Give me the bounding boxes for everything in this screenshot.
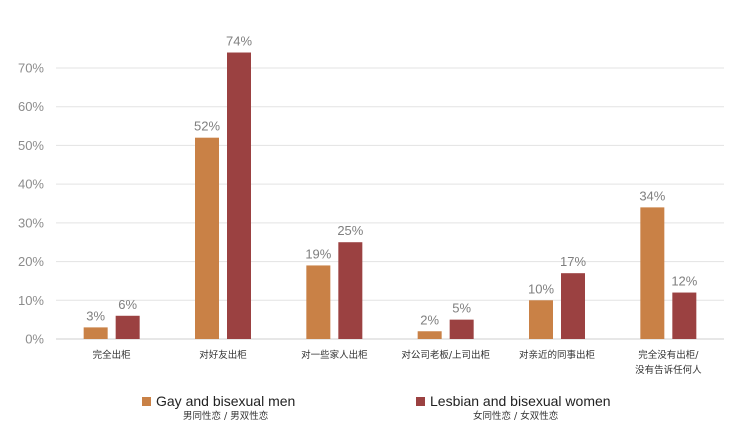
bar-women	[338, 242, 363, 339]
data-label-women: 12%	[671, 274, 697, 289]
data-label-men: 3%	[86, 308, 105, 323]
legend-label-men: Gay and bisexual men	[156, 393, 296, 409]
bar-women	[449, 319, 474, 339]
y-tick-label: 60%	[18, 99, 44, 114]
y-tick-label: 30%	[18, 215, 44, 230]
data-label-women: 6%	[118, 297, 137, 312]
data-label-men: 19%	[305, 246, 331, 261]
category-label: 完全出柜	[93, 349, 132, 361]
legend-item-women: Lesbian and bisexual women 女同性恋 / 女双性恋	[416, 393, 611, 424]
legend-sublabel-women: 女同性恋 / 女双性恋	[473, 411, 559, 422]
bar-marks	[83, 52, 697, 340]
bar-women	[561, 273, 585, 339]
gridlines	[56, 67, 724, 340]
data-labels: 3% 6% 52% 74% 19% 25% 2% 5% 10% 17% 34% 12%	[86, 34, 698, 328]
y-tick-label: 40%	[18, 177, 44, 192]
bar-women	[672, 292, 697, 339]
bar-men	[529, 300, 553, 339]
category-label: 完全没有出柜/	[638, 349, 699, 361]
y-tick-label: 20%	[18, 254, 44, 269]
bar-men	[195, 137, 219, 339]
data-label-men: 52%	[194, 119, 220, 134]
y-tick-label: 70%	[18, 61, 44, 76]
legend-item-men: Gay and bisexual men 男同性恋 / 男双性恋	[142, 393, 295, 424]
legend-label-women: Lesbian and bisexual women	[430, 393, 611, 409]
bar-men	[306, 265, 331, 339]
y-tick-label: 10%	[18, 293, 44, 308]
category-label: 对一些家人出柜	[301, 349, 368, 361]
data-label-men: 2%	[420, 312, 439, 327]
bar-men	[83, 327, 108, 339]
bar-women	[227, 52, 251, 340]
category-label: 对公司老板/上司出柜	[401, 349, 490, 361]
legend-text-men: Gay and bisexual men 男同性恋 / 男双性恋	[156, 393, 295, 424]
data-label-women: 74%	[226, 34, 252, 49]
legend-sublabel-men: 男同性恋 / 男双性恋	[183, 411, 269, 422]
data-label-women: 5%	[452, 301, 471, 316]
legend-text-women: Lesbian and bisexual women 女同性恋 / 女双性恋	[430, 393, 611, 424]
y-tick-label: 0%	[25, 332, 44, 347]
category-label: 没有告诉任何人	[635, 364, 702, 376]
category-label: 对亲近的同事出柜	[519, 349, 596, 361]
bar-men	[417, 331, 442, 339]
category-label: 对好友出柜	[199, 349, 247, 361]
legend-swatch-men	[142, 397, 151, 406]
legend-swatch-women	[416, 397, 425, 406]
data-label-men: 34%	[639, 188, 665, 203]
category-labels: 完全出柜 对好友出柜 对一些家人出柜 对公司老板/上司出柜 对亲近的同事出柜 完全没有出柜…	[93, 349, 702, 376]
data-label-men: 10%	[528, 281, 554, 296]
y-tick-label: 50%	[18, 138, 44, 153]
data-label-women: 17%	[560, 254, 586, 269]
data-label-women: 25%	[337, 223, 363, 238]
bar-men	[640, 207, 665, 339]
y-axis-tick-labels: 0% 10% 20% 30% 40% 50% 60% 70%	[18, 61, 44, 347]
bar-women	[115, 315, 140, 339]
